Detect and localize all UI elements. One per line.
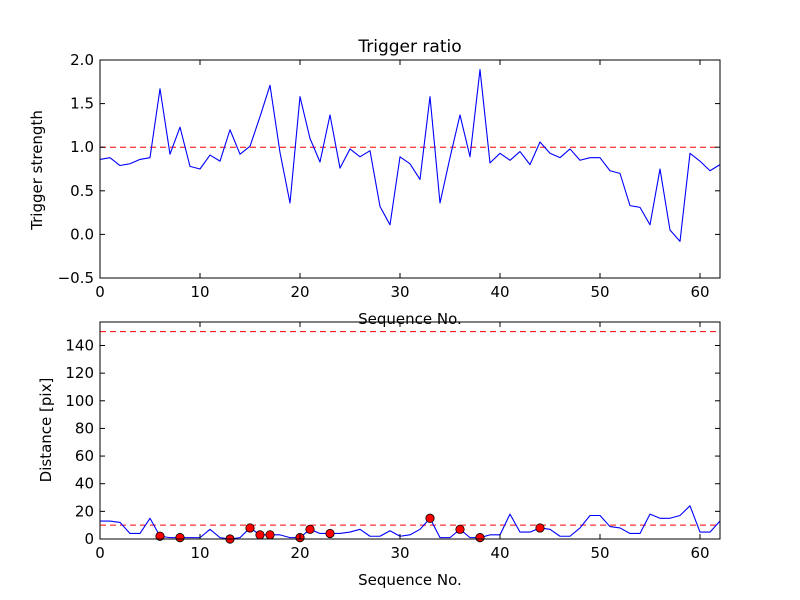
- trigger-ratio-chart: Trigger ratio Sequence No. Trigger stren…: [28, 37, 721, 328]
- y-tick-label: 2.0: [70, 51, 94, 69]
- x-tick-label: 20: [290, 283, 309, 301]
- y-tick-label: 80: [75, 419, 94, 437]
- trigger-point: [155, 531, 165, 541]
- y-axis-label: Distance [pix]: [37, 378, 55, 483]
- trigger-point: [535, 523, 545, 533]
- x-tick-label: 20: [290, 544, 309, 562]
- x-tick-label: 50: [590, 544, 609, 562]
- y-tick-label: 0: [84, 530, 94, 548]
- trigger-point: [425, 513, 435, 523]
- x-tick-label: 0: [95, 544, 105, 562]
- series-line-0: [100, 505, 721, 540]
- series-line-0: [99, 69, 721, 242]
- y-tick-label: 100: [65, 392, 94, 410]
- plot-frame: [99, 59, 721, 279]
- trigger-point: [265, 530, 275, 540]
- x-tick-label: 10: [190, 283, 209, 301]
- x-tick-label: 40: [490, 544, 509, 562]
- x-tick-label: 30: [390, 283, 409, 301]
- y-tick-label: 40: [75, 475, 94, 493]
- y-tick-label: 60: [75, 447, 94, 465]
- x-tick-label: 0: [95, 283, 105, 301]
- trigger-point: [475, 533, 485, 543]
- y-tick-label: 1.0: [70, 138, 94, 156]
- y-tick-label: 0.5: [70, 182, 94, 200]
- trigger-point: [255, 530, 265, 540]
- y-tick-label: 20: [75, 502, 94, 520]
- distance-chart: Sequence No. Distance [pix] 0 10 20 30 40 50 6…: [37, 321, 721, 589]
- x-tick-label: 50: [590, 283, 609, 301]
- trigger-point: [305, 524, 315, 534]
- y-tick-label: 120: [65, 364, 94, 382]
- plot-frame: [99, 321, 721, 540]
- x-axis-label: Sequence No.: [358, 571, 462, 589]
- trigger-point: [175, 533, 185, 543]
- chart-title: Trigger ratio: [357, 37, 461, 57]
- trigger-point: [245, 523, 255, 533]
- y-tick-label: 1.5: [70, 95, 94, 113]
- y-tick-label: −0.5: [58, 269, 94, 287]
- x-axis-label: Sequence No.: [358, 310, 462, 328]
- x-tick-label: 60: [690, 283, 709, 301]
- trigger-point: [325, 528, 335, 539]
- x-tick-label: 60: [690, 544, 709, 562]
- x-tick-label: 10: [190, 544, 209, 562]
- y-axis-label: Trigger strength: [28, 110, 46, 231]
- x-tick-label: 40: [490, 283, 509, 301]
- x-tick-label: 30: [390, 544, 409, 562]
- y-tick-label: 140: [65, 336, 94, 354]
- trigger-point: [455, 524, 465, 534]
- y-tick-label: 0.0: [70, 225, 94, 243]
